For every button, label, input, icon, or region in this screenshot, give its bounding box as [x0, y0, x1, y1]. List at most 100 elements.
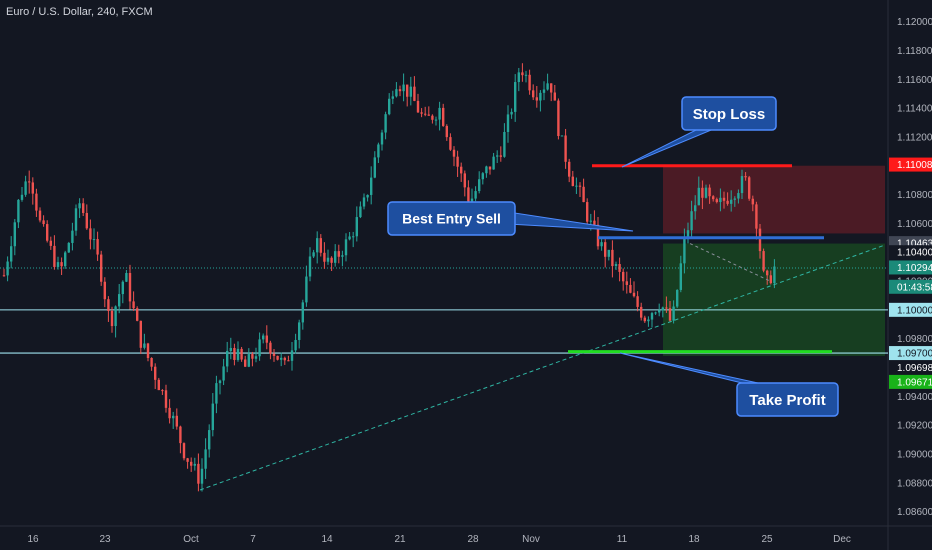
candle-body	[751, 198, 754, 205]
candle-body	[503, 131, 506, 157]
time-tick-label: Dec	[833, 534, 851, 545]
candle-body	[492, 156, 495, 170]
candle-body	[190, 461, 193, 466]
candle-body	[748, 177, 751, 199]
candle-body	[121, 281, 124, 295]
candle-body	[31, 182, 34, 194]
time-tick-label: 28	[467, 534, 479, 545]
candle-body	[690, 211, 693, 231]
price-label-tag: 1.09698	[889, 360, 932, 375]
candle-body	[67, 242, 70, 253]
candle-body	[128, 273, 132, 302]
candle-body	[564, 135, 567, 162]
time-tick-label: 14	[321, 534, 333, 545]
candle-body	[168, 407, 171, 419]
candle-body	[74, 208, 78, 231]
candle-body	[672, 306, 675, 321]
price-label-tag: 1.09671	[889, 374, 932, 389]
candle-body	[546, 83, 549, 90]
stop-loss-callout: Stop Loss	[621, 96, 777, 168]
candle-body	[312, 252, 315, 257]
candle-body	[377, 144, 380, 158]
candle-body	[280, 357, 283, 360]
candle-body	[499, 155, 502, 157]
candle-body	[204, 449, 207, 469]
candle-body	[478, 179, 481, 192]
candle-body	[647, 319, 650, 322]
candle-body	[391, 96, 394, 99]
price-label-text: 1.10000	[897, 305, 932, 316]
candle-body	[402, 84, 405, 92]
candle-body	[496, 155, 499, 157]
price-label-text: 1.11008	[897, 160, 932, 171]
take-profit-callout-box	[736, 382, 839, 417]
candle-body	[348, 236, 351, 240]
price-label-tag: 1.10400	[889, 245, 932, 260]
candle-body	[406, 84, 409, 97]
candle-body	[589, 220, 592, 222]
candle-body	[186, 458, 189, 462]
candle-body	[100, 254, 103, 282]
candle-body	[71, 230, 74, 243]
candle-body	[298, 322, 301, 340]
candle-body	[629, 284, 632, 293]
candle-body	[258, 339, 261, 357]
candle-body	[139, 320, 142, 348]
take-profit-callout-label: Take Profit	[749, 392, 825, 409]
candle-body	[10, 246, 13, 262]
price-tick-label: 1.10800	[897, 190, 932, 201]
entry-callout-box	[387, 201, 516, 236]
candle-body	[445, 125, 448, 138]
candle-body	[46, 224, 49, 241]
candle-body	[773, 266, 776, 284]
time-axis: 16 23 Oct 7 14 21 28 Nov 11 18 25 Dec	[27, 534, 850, 545]
candle-body	[17, 199, 20, 223]
entry-callout-label: Best Entry Sell	[402, 211, 501, 227]
entry-callout: Best Entry Sell	[387, 201, 634, 236]
chart-title: Euro / U.S. Dollar, 240, FXCM	[6, 6, 153, 18]
candle-body	[769, 275, 772, 284]
candle-body	[557, 100, 560, 137]
price-label-text: 1.09700	[897, 349, 932, 360]
candle-body	[334, 251, 337, 263]
candle-body	[740, 176, 744, 194]
price-label-text: 1.09698	[897, 363, 932, 374]
candle-body	[103, 281, 106, 300]
candle-body	[722, 197, 726, 201]
candle-body	[532, 90, 535, 98]
candle-body	[150, 357, 153, 367]
candle-body	[269, 342, 272, 354]
candle-body	[643, 317, 646, 322]
candle-body	[712, 196, 715, 200]
projection-line	[689, 243, 771, 282]
candles	[2, 63, 776, 492]
candle-body	[251, 354, 254, 359]
candle-body	[323, 252, 326, 262]
candle-body	[316, 238, 319, 253]
candle-body	[438, 107, 441, 120]
candle-body	[78, 203, 81, 209]
candle-body	[319, 238, 322, 253]
time-tick-label: 7	[250, 534, 256, 545]
candle-body	[294, 339, 297, 351]
candle-body	[521, 72, 524, 76]
price-label-text: 1.10294	[897, 263, 932, 274]
candle-body	[733, 198, 736, 200]
candle-body	[60, 262, 63, 267]
candle-body	[719, 197, 722, 203]
candle-body	[380, 132, 384, 145]
candle-body	[359, 206, 362, 218]
time-tick-label: 11	[617, 534, 628, 545]
candle-body	[20, 194, 24, 200]
candle-body	[431, 115, 434, 120]
candle-body	[352, 236, 355, 238]
price-label-bg	[889, 374, 932, 389]
candle-body	[686, 230, 690, 237]
stop-loss-callout-box	[681, 96, 777, 131]
price-tick-label: 1.08600	[897, 507, 932, 518]
candle-body	[233, 347, 236, 360]
candle-body	[434, 119, 438, 121]
candle-body	[715, 199, 718, 203]
